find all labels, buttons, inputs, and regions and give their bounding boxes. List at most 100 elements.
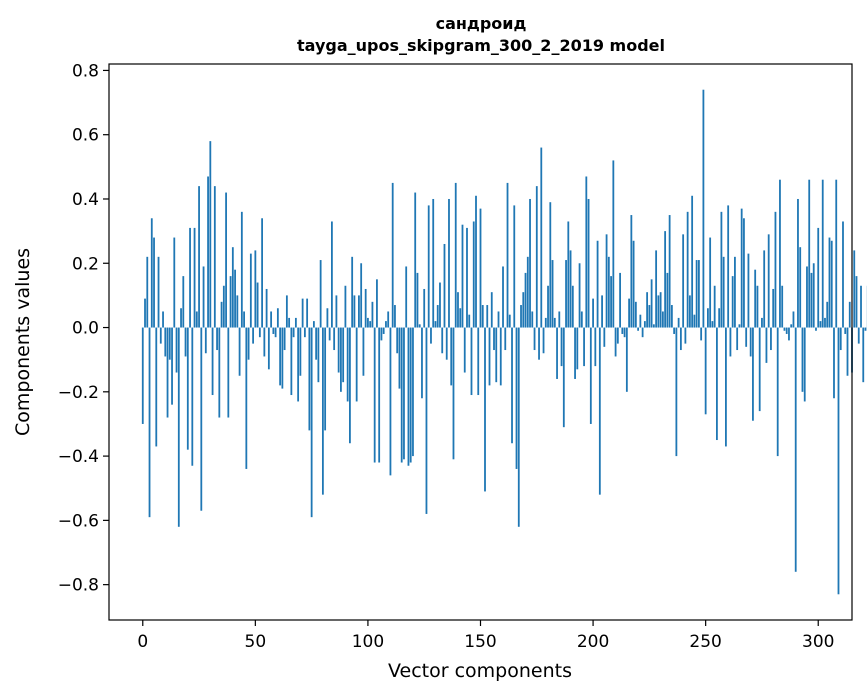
bar-101 <box>369 321 372 328</box>
bar-299 <box>815 327 817 331</box>
y-tick-label: 0.4 <box>72 190 99 210</box>
bar-293 <box>801 327 804 392</box>
bar-280 <box>772 288 775 328</box>
bar-19 <box>184 327 187 357</box>
bar-212 <box>619 272 621 328</box>
y-tick-label: −0.6 <box>58 511 99 531</box>
bar-167 <box>517 327 520 527</box>
bar-114 <box>398 327 401 389</box>
bar-142 <box>461 224 464 328</box>
bar-134 <box>443 243 446 328</box>
bar-288 <box>790 324 793 328</box>
bar-162 <box>506 182 509 328</box>
bar-6 <box>155 327 158 447</box>
bar-187 <box>562 327 565 428</box>
bar-254 <box>713 285 716 328</box>
bar-108 <box>385 321 387 328</box>
bar-230 <box>659 292 662 328</box>
bar-228 <box>655 250 658 328</box>
bar-175 <box>535 186 538 328</box>
bar-220 <box>637 327 640 331</box>
bar-41 <box>234 269 236 328</box>
bar-11 <box>166 327 169 418</box>
bar-224 <box>646 292 649 328</box>
bar-255 <box>716 327 718 441</box>
bar-71 <box>301 298 304 328</box>
bar-127 <box>427 205 430 328</box>
bar-27 <box>202 266 205 328</box>
bar-54 <box>263 327 266 357</box>
bar-46 <box>245 327 248 469</box>
bar-137 <box>450 327 453 386</box>
bar-35 <box>220 301 223 328</box>
bar-68 <box>294 317 297 328</box>
bar-233 <box>666 272 669 328</box>
bar-8 <box>159 327 162 344</box>
bar-314 <box>848 301 851 328</box>
bar-253 <box>711 321 714 328</box>
bar-248 <box>700 327 703 341</box>
bar-7 <box>157 256 160 328</box>
bar-83 <box>328 327 331 341</box>
y-tick-label: 0.2 <box>72 254 99 274</box>
bar-275 <box>761 317 763 328</box>
bar-26 <box>200 327 203 511</box>
y-tick-label: −0.8 <box>58 576 99 596</box>
bar-218 <box>632 240 635 328</box>
bar-97 <box>360 263 363 328</box>
bar-298 <box>812 263 815 328</box>
bar-50 <box>254 250 257 328</box>
bar-112 <box>394 305 396 328</box>
bar-164 <box>511 327 513 444</box>
bar-267 <box>743 218 745 328</box>
bar-200 <box>592 298 594 328</box>
bar-273 <box>756 285 759 328</box>
bar-176 <box>538 327 540 360</box>
bar-251 <box>707 308 709 328</box>
bar-290 <box>794 327 797 572</box>
x-axis-label: Vector components <box>388 660 572 682</box>
x-tick-label: 200 <box>577 632 609 652</box>
bar-67 <box>292 327 295 338</box>
bar-117 <box>405 266 408 328</box>
bar-241 <box>684 327 687 344</box>
bar-245 <box>693 314 696 328</box>
y-axis-ticks: −0.8 −0.6 −0.4 −0.2 0.0 0.2 0.4 0.6 0.8 <box>58 61 109 596</box>
bar-145 <box>468 314 471 328</box>
bar-105 <box>378 327 381 463</box>
bar-204 <box>601 295 603 328</box>
bar-277 <box>765 327 768 363</box>
bar-92 <box>349 327 351 444</box>
bar-53 <box>261 218 263 328</box>
bar-286 <box>785 327 788 334</box>
bar-300 <box>817 227 820 328</box>
bar-86 <box>335 295 338 328</box>
bar-77 <box>315 327 318 360</box>
bar-61 <box>279 327 282 386</box>
bar-147 <box>472 221 475 328</box>
bar-283 <box>779 179 781 328</box>
bar-265 <box>738 324 741 328</box>
bar-313 <box>846 327 849 376</box>
bar-152 <box>484 327 486 492</box>
bar-178 <box>542 327 545 354</box>
bar-135 <box>445 327 448 360</box>
bar-64 <box>285 295 288 328</box>
x-tick-label: 300 <box>802 632 834 652</box>
bar-177 <box>540 147 543 328</box>
bar-0 <box>141 327 144 424</box>
bar-214 <box>623 327 626 338</box>
bar-196 <box>583 327 585 367</box>
bar-305 <box>828 237 831 328</box>
bar-159 <box>499 327 502 386</box>
bar-85 <box>333 327 336 351</box>
bar-28 <box>204 327 207 354</box>
bar-14 <box>173 237 176 328</box>
bar-49 <box>252 327 254 344</box>
bar-292 <box>799 247 802 328</box>
bar-94 <box>353 295 356 328</box>
bar-125 <box>423 288 426 328</box>
bar-16 <box>177 327 180 527</box>
bar-225 <box>648 305 651 328</box>
bar-180 <box>547 285 549 328</box>
